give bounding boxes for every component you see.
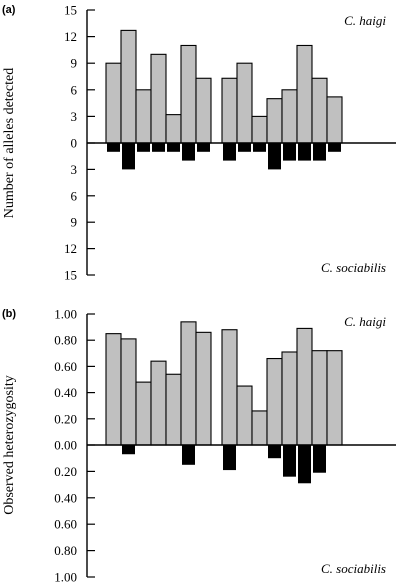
bar-bottom (253, 143, 266, 152)
bar-bottom (122, 445, 135, 455)
y-tick-label: 0.80 (54, 543, 77, 558)
y-tick-label: 12 (64, 241, 77, 256)
y-tick-label: 1.00 (54, 307, 77, 322)
bar-bottom (107, 143, 120, 152)
bar-top (251, 410, 268, 446)
bar-bottom (122, 143, 135, 170)
panel-b: 1.00 0.80 0.60 0.40 0.20 0.00 0.20 0.40 0.60 0.80… (2, 307, 396, 585)
bar-top (251, 115, 268, 144)
bar-bottom (167, 143, 180, 152)
y-tick-label: 6 (71, 188, 78, 203)
y-tick-label: 6 (71, 82, 78, 97)
bar-top (266, 357, 283, 446)
bar-bottom (223, 445, 236, 471)
y-tick-label: 0.20 (54, 411, 77, 426)
y-tick-label: 0.40 (54, 385, 77, 400)
bar-top (326, 350, 343, 446)
bar-bottom (283, 445, 296, 477)
bar-top (105, 62, 122, 144)
y-tick-label: 0.20 (54, 464, 77, 479)
bar-bottom (268, 143, 281, 170)
y-tick-label: 15 (64, 3, 77, 18)
species-label-top: C. haigi (344, 13, 386, 28)
bar-bottom (298, 445, 311, 484)
y-tick-label: 3 (71, 162, 78, 177)
bar-bottom (298, 143, 311, 161)
bar-top (120, 29, 137, 144)
bar-top (221, 329, 238, 446)
bar-bottom (197, 143, 210, 152)
y-tick-label: 0.40 (54, 490, 77, 505)
bar-bottom (152, 143, 165, 152)
bar-bottom (137, 143, 150, 152)
bar-top (195, 331, 212, 446)
bar-bottom (328, 143, 341, 152)
bar-bottom (283, 143, 296, 161)
y-tick-label: 9 (71, 215, 78, 230)
bar-top (236, 385, 253, 446)
y-tick-label: 1.00 (54, 570, 77, 585)
bar-top (296, 44, 313, 144)
bar-bottom (182, 445, 195, 465)
bar-top (180, 321, 197, 446)
bar-bottom (182, 143, 195, 161)
y-tick-label: 0 (71, 136, 78, 151)
bar-bottom (313, 143, 326, 161)
y-tick-label: 0.60 (54, 517, 77, 532)
panel-a: 15 12 9 6 3 0 3 6 9 12 15 (a) C. haigi C. sociabilis N… (2, 3, 396, 283)
bar-bottom (223, 143, 236, 161)
species-label-bottom: C. sociabilis (321, 260, 386, 275)
bar-top (135, 89, 152, 144)
bar-bottom (238, 143, 251, 152)
bar-top (281, 351, 298, 446)
bar-top (165, 373, 182, 446)
bar-top (281, 89, 298, 144)
bar-top (135, 381, 152, 446)
bar-top (311, 77, 328, 144)
bar-top (266, 98, 283, 144)
species-label-bottom: C. sociabilis (321, 561, 386, 576)
y-tick-label: 0.80 (54, 333, 77, 348)
bar-top (105, 333, 122, 446)
bar-bottom (268, 445, 281, 459)
species-label-top: C. haigi (344, 314, 386, 329)
bar-top (195, 77, 212, 144)
bar-bottom (313, 445, 326, 473)
y-tick-label: 0.60 (54, 359, 77, 374)
bar-top (180, 44, 197, 144)
bar-top (165, 114, 182, 144)
y-tick-label: 0.00 (54, 438, 77, 453)
bar-top (296, 327, 313, 446)
bar-top (120, 338, 137, 446)
bar-top (150, 53, 167, 144)
bar-top (326, 96, 343, 144)
y-tick-label: 9 (71, 56, 78, 71)
bar-top (221, 77, 238, 144)
y-tick-label: 12 (64, 29, 77, 44)
y-tick-label: 15 (64, 268, 77, 283)
panel-label: (b) (2, 308, 16, 320)
bar-top (236, 62, 253, 144)
bar-top (150, 360, 167, 446)
y-tick-label: 3 (71, 109, 78, 124)
panel-label: (a) (2, 4, 16, 16)
bar-top (311, 350, 328, 446)
y-axis-title: Observed heterozygosity (2, 375, 17, 515)
y-axis-title: Number of alleles detected (2, 68, 17, 218)
